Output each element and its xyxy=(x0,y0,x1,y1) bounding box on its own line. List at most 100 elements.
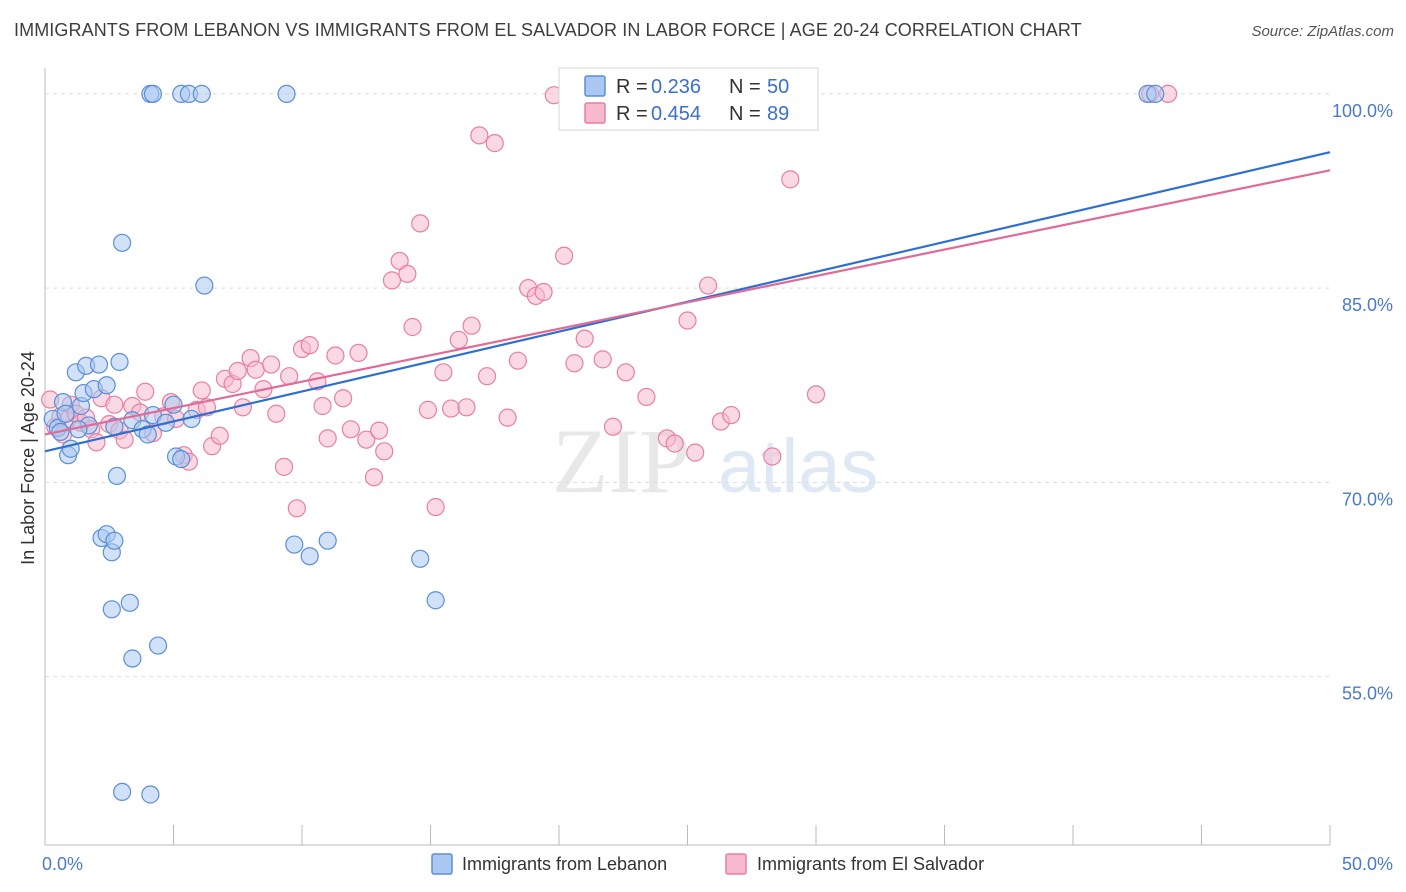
trend-line-elsalvador xyxy=(44,169,1331,436)
point-lebanon-49 xyxy=(426,591,445,610)
point-elsalvador-48 xyxy=(334,389,353,408)
series-legend: Immigrants from Lebanon Immigrants from … xyxy=(431,853,984,875)
y-tick-label-0: 100.0% xyxy=(1332,101,1393,121)
point-elsalvador-35 xyxy=(246,360,265,379)
point-lebanon-41 xyxy=(143,84,163,104)
point-elsalvador-84 xyxy=(665,434,684,453)
legend-r-label-lebanon: R = xyxy=(616,76,648,98)
point-lebanon-29 xyxy=(112,782,132,802)
legend-swatch-elsalvador xyxy=(584,102,606,124)
data-points xyxy=(41,84,1178,804)
point-lebanon-4 xyxy=(56,404,75,423)
point-elsalvador-77 xyxy=(565,354,584,373)
point-elsalvador-86 xyxy=(686,443,705,462)
point-elsalvador-64 xyxy=(449,330,468,350)
point-elsalvador-32 xyxy=(228,361,247,381)
axes xyxy=(44,68,1331,846)
point-elsalvador-49 xyxy=(341,420,360,439)
legend-n-label-lebanon: N = xyxy=(729,76,761,98)
point-elsalvador-52 xyxy=(364,468,384,487)
chart-title: IMMIGRANTS FROM LEBANON VS IMMIGRANTS FR… xyxy=(14,20,1082,40)
x-tick-labels: 0.0% 50.0% xyxy=(42,854,1393,874)
point-lebanon-25 xyxy=(102,600,121,619)
point-elsalvador-85 xyxy=(678,311,697,330)
point-lebanon-47 xyxy=(318,531,337,550)
y-tick-label-3: 55.0% xyxy=(1342,684,1393,704)
point-elsalvador-89 xyxy=(722,405,741,425)
point-elsalvador-66 xyxy=(462,316,481,335)
point-lebanon-6 xyxy=(61,439,80,458)
point-elsalvador-79 xyxy=(593,350,612,369)
point-elsalvador-60 xyxy=(418,400,438,419)
point-elsalvador-54 xyxy=(375,442,394,461)
point-lebanon-23 xyxy=(105,531,124,550)
series-legend-swatch-elsalvador xyxy=(725,853,747,875)
point-elsalvador-90 xyxy=(763,447,782,466)
x-tick-label-0: 0.0% xyxy=(42,854,83,874)
point-lebanon-46 xyxy=(300,547,319,566)
point-elsalvador-39 xyxy=(274,457,294,476)
point-elsalvador-61 xyxy=(426,497,445,517)
point-elsalvador-68 xyxy=(477,367,497,386)
point-elsalvador-51 xyxy=(357,430,376,449)
point-lebanon-26 xyxy=(123,649,142,668)
point-elsalvador-46 xyxy=(318,429,337,448)
point-lebanon-44 xyxy=(192,84,211,104)
point-lebanon-37 xyxy=(172,449,191,469)
point-elsalvador-58 xyxy=(403,317,422,337)
point-elsalvador-38 xyxy=(267,404,286,423)
point-lebanon-39 xyxy=(195,276,214,295)
point-lebanon-45 xyxy=(285,535,304,554)
correlation-legend: R = 0.236 N = 50 R = 0.454 N = 89 xyxy=(558,67,819,131)
point-elsalvador-18 xyxy=(136,382,155,401)
series-legend-swatch-lebanon xyxy=(431,853,453,875)
point-elsalvador-26 xyxy=(192,381,211,400)
legend-n-value-lebanon: 50 xyxy=(767,76,789,98)
point-lebanon-52 xyxy=(1146,84,1165,104)
y-tick-label-2: 70.0% xyxy=(1342,489,1393,509)
point-elsalvador-50 xyxy=(349,343,368,362)
point-elsalvador-53 xyxy=(370,421,389,440)
point-elsalvador-55 xyxy=(382,271,402,290)
point-elsalvador-41 xyxy=(287,499,306,518)
point-elsalvador-71 xyxy=(508,351,527,370)
point-lebanon-50 xyxy=(277,84,296,104)
point-elsalvador-63 xyxy=(441,399,461,418)
point-elsalvador-74 xyxy=(534,282,553,302)
point-elsalvador-65 xyxy=(457,398,476,417)
point-elsalvador-47 xyxy=(326,346,345,365)
y-tick-label-1: 85.0% xyxy=(1342,295,1393,315)
point-lebanon-35 xyxy=(164,395,183,414)
point-lebanon-24 xyxy=(120,593,139,612)
point-elsalvador-92 xyxy=(806,385,826,404)
point-elsalvador-87 xyxy=(698,276,718,295)
legend-r-label-elsalvador: R = xyxy=(616,103,648,125)
point-lebanon-19 xyxy=(112,233,132,252)
point-elsalvador-62 xyxy=(434,363,453,382)
legend-swatch-lebanon xyxy=(584,75,606,97)
point-elsalvador-59 xyxy=(411,214,430,233)
point-lebanon-48 xyxy=(411,549,430,568)
series-legend-label-elsalvador: Immigrants from El Salvador xyxy=(757,854,984,874)
legend-r-value-elsalvador: 0.454 xyxy=(651,103,701,125)
point-lebanon-28 xyxy=(141,785,160,804)
point-elsalvador-91 xyxy=(781,170,800,189)
watermark-atlas: atlas xyxy=(718,424,879,509)
legend-n-label-elsalvador: N = xyxy=(729,103,761,125)
point-elsalvador-69 xyxy=(485,134,504,153)
point-elsalvador-29 xyxy=(210,426,229,445)
point-lebanon-18 xyxy=(110,352,129,372)
point-elsalvador-57 xyxy=(398,264,417,284)
y-axis-label: In Labor Force | Age 20-24 xyxy=(18,351,38,565)
source-label: Source: ZipAtlas.com xyxy=(1251,23,1394,40)
point-lebanon-17 xyxy=(107,466,127,486)
point-lebanon-32 xyxy=(138,425,157,444)
point-elsalvador-10 xyxy=(87,433,106,452)
point-elsalvador-70 xyxy=(498,408,517,427)
point-elsalvador-78 xyxy=(575,329,594,348)
point-elsalvador-43 xyxy=(300,336,319,355)
y-tick-labels: 100.0% 85.0% 70.0% 55.0% xyxy=(1332,101,1393,704)
point-lebanon-15 xyxy=(97,376,116,395)
point-lebanon-13 xyxy=(89,355,109,374)
